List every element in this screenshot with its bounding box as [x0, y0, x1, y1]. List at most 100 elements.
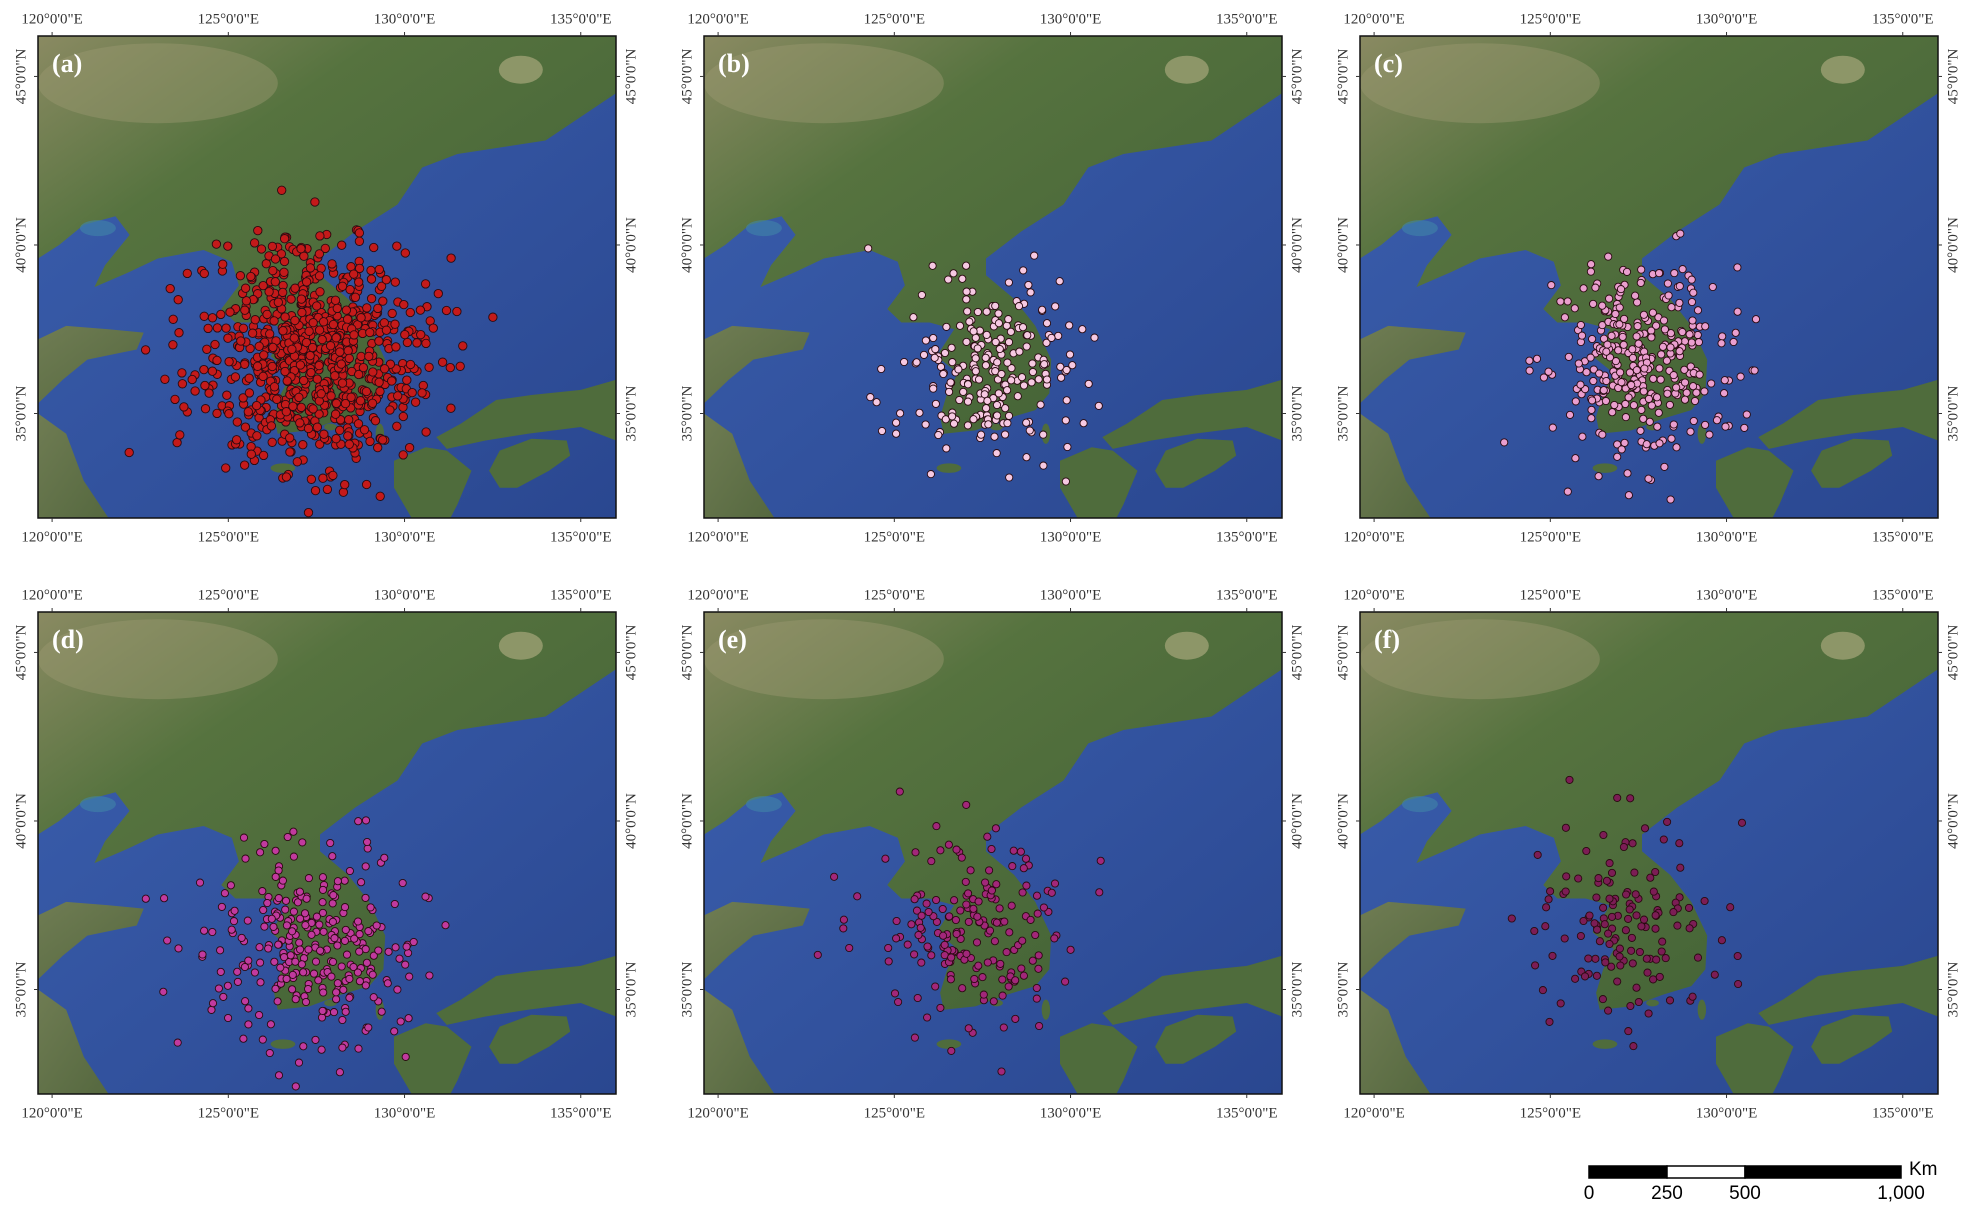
marker	[951, 915, 960, 925]
marker	[1636, 278, 1645, 287]
marker	[1617, 445, 1626, 454]
marker	[229, 917, 239, 926]
marker	[289, 333, 299, 343]
marker	[190, 386, 200, 396]
marker	[910, 950, 919, 959]
marker	[317, 1013, 327, 1022]
marker	[1051, 302, 1060, 311]
marker	[961, 877, 970, 886]
lon-label: 130°0'0"E	[1696, 1105, 1758, 1121]
marker	[892, 916, 901, 926]
marker	[231, 435, 242, 445]
marker	[877, 426, 887, 436]
marker	[1525, 356, 1534, 365]
marker	[1019, 381, 1029, 390]
land-texture	[1360, 619, 1600, 700]
marker	[1592, 893, 1601, 902]
marker	[224, 357, 234, 367]
marker	[1666, 495, 1675, 504]
lon-label: 120°0'0"E	[687, 1105, 749, 1121]
marker	[278, 326, 288, 336]
marker	[1636, 426, 1645, 435]
marker	[1622, 890, 1631, 899]
marker	[1695, 370, 1704, 379]
map-panel: (c) 120°0'0"E 120°0'0"E 125°0'0"E 125°0'0"E 1…	[1335, 11, 1961, 545]
marker	[1556, 297, 1565, 306]
marker	[198, 950, 207, 959]
markers	[864, 244, 1103, 486]
marker	[1604, 1006, 1613, 1015]
marker	[1003, 386, 1012, 395]
marker	[1720, 389, 1729, 398]
marker	[373, 442, 383, 453]
marker	[318, 317, 329, 327]
marker	[349, 269, 359, 279]
marker	[1655, 972, 1664, 981]
marker	[335, 1068, 344, 1077]
marker	[339, 985, 348, 994]
marker	[917, 911, 926, 920]
marker	[369, 951, 378, 960]
lon-label: 125°0'0"E	[198, 587, 260, 603]
marker	[251, 400, 262, 411]
lon-label: 130°0'0"E	[374, 11, 436, 27]
marker	[376, 281, 387, 291]
marker	[994, 309, 1003, 318]
marker	[173, 1038, 182, 1047]
marker	[1642, 954, 1651, 963]
marker	[250, 968, 259, 977]
lat-label: 40°0'0"N	[1289, 217, 1305, 273]
marker	[325, 341, 336, 351]
marker	[1632, 366, 1641, 375]
marker	[1039, 903, 1048, 912]
shallow-water	[745, 796, 782, 813]
marker	[404, 442, 415, 453]
marker	[999, 1023, 1008, 1032]
marker	[963, 307, 972, 316]
marker	[296, 945, 305, 954]
map-frame	[703, 611, 1283, 1095]
marker	[1533, 850, 1542, 859]
marker	[296, 294, 307, 304]
marker	[441, 921, 450, 930]
marker	[1009, 846, 1018, 855]
lat-label: 40°0'0"N	[679, 793, 695, 849]
marker	[1616, 285, 1626, 294]
marker	[1090, 333, 1099, 342]
marker	[1670, 269, 1679, 278]
lon-label: 120°0'0"E	[687, 11, 749, 27]
marker	[917, 958, 926, 967]
marker	[314, 271, 325, 281]
marker	[221, 463, 231, 473]
marker	[1733, 951, 1742, 961]
marker	[316, 946, 325, 955]
marker	[1565, 410, 1575, 419]
lon-label: 120°0'0"E	[1343, 529, 1405, 545]
marker	[294, 1058, 304, 1067]
marker	[948, 358, 957, 367]
land	[1360, 989, 1431, 1094]
marker	[381, 275, 391, 285]
marker	[962, 295, 971, 304]
marker	[256, 978, 265, 987]
marker	[390, 1027, 399, 1036]
marker	[182, 268, 192, 279]
marker	[995, 344, 1004, 354]
marker	[335, 347, 345, 357]
marker	[230, 372, 241, 382]
marker	[281, 472, 292, 482]
marker	[207, 366, 218, 376]
marker	[244, 1004, 253, 1013]
marker	[361, 816, 371, 825]
marker	[384, 947, 393, 956]
marker	[368, 970, 377, 979]
marker	[949, 419, 959, 428]
land	[1155, 438, 1237, 488]
marker	[984, 420, 993, 429]
marker	[971, 354, 980, 363]
marker	[387, 308, 397, 319]
marker	[314, 360, 324, 371]
marker	[200, 926, 209, 935]
marker	[896, 409, 905, 418]
lat-label: 35°0'0"N	[1945, 962, 1961, 1018]
